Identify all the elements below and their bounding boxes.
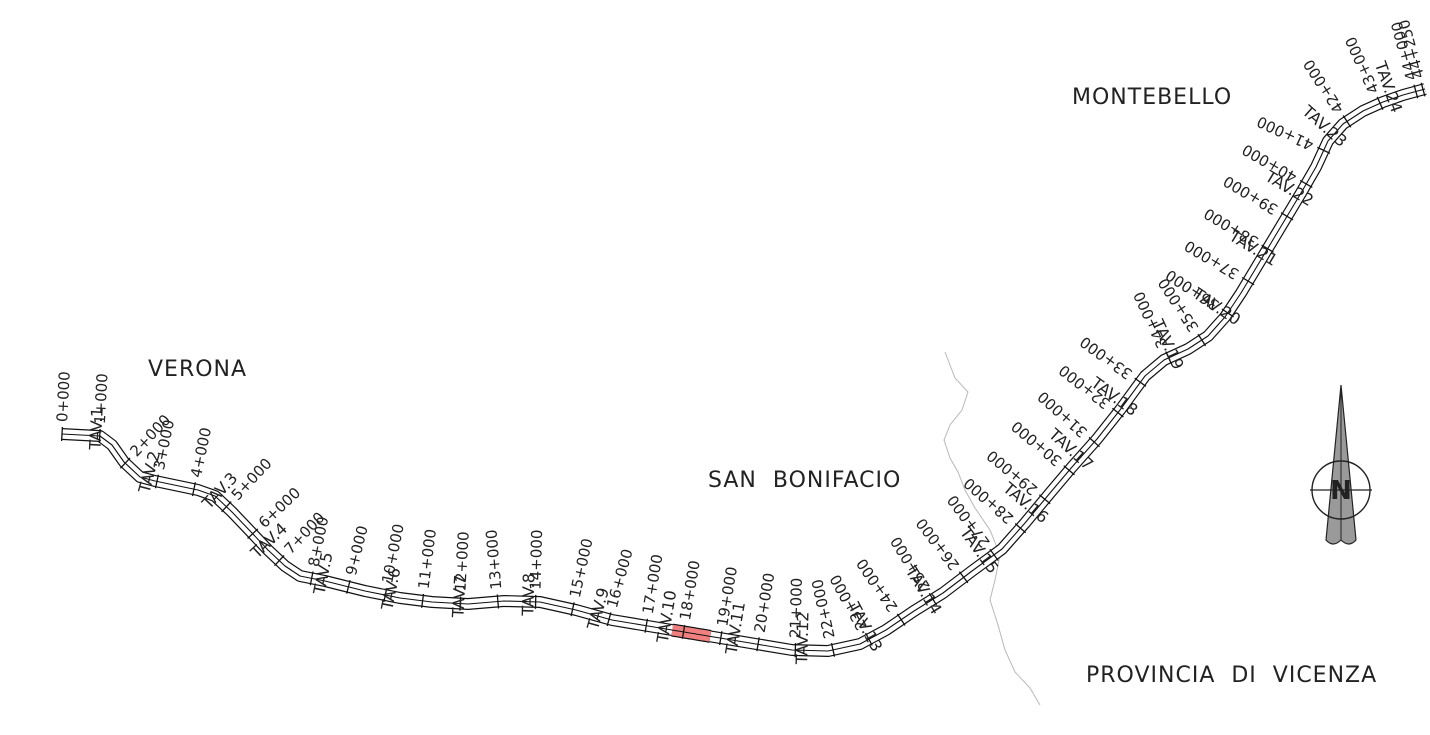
chainage-tick: [154, 474, 160, 489]
north-label: N: [1330, 476, 1352, 506]
chainage-label: 4+000: [187, 426, 215, 479]
chainage-tick: [346, 579, 351, 594]
sheet-label[interactable]: TAV.12: [792, 611, 812, 665]
chainage-label: 13+000: [482, 529, 505, 591]
chainage-tick: [1134, 377, 1147, 387]
chainage-tick: [1111, 407, 1124, 418]
chainage-tick: [1221, 308, 1234, 318]
chainage-label: 11+000: [415, 528, 440, 590]
chainage-tick: [718, 631, 723, 646]
chainage-tick: [1413, 84, 1419, 99]
chainage-tick: [496, 594, 500, 609]
chainage-tick: [1342, 115, 1352, 128]
province-border: [943, 351, 1041, 706]
chainage-tick: [421, 593, 425, 608]
chainage-label: 20+000: [751, 571, 779, 633]
chainage-tick: [928, 592, 938, 606]
chainage-tick: [191, 482, 197, 497]
chainage-tick: [896, 613, 906, 626]
chainage-tick: [1038, 494, 1051, 505]
highlight-centerline: [672, 629, 711, 637]
chainage-tick: [989, 548, 999, 561]
route-outline: [61, 83, 1427, 657]
chainage-label: 14+000: [527, 529, 547, 590]
chainage-tick: [1088, 436, 1100, 448]
chainage-tick: [274, 555, 285, 567]
highlighted-section[interactable]: [667, 623, 715, 643]
chainage-label: 9+000: [342, 524, 372, 578]
chainage-label: 12+000: [451, 531, 472, 592]
place-montebello: MONTEBELLO: [1072, 85, 1232, 110]
place-provincia-vicenza: PROVINCIA DI VICENZA: [1086, 663, 1377, 688]
chainage-tick: [221, 501, 232, 513]
sheet-label[interactable]: TAV.9: [583, 586, 613, 633]
chainage-label: 15+000: [566, 537, 597, 600]
chainage-label: 1+000: [91, 373, 112, 425]
chainage-tick: [459, 596, 462, 611]
chainage-tick: [756, 637, 760, 652]
chainage-tick: [1165, 351, 1173, 365]
chainage-ticks: [60, 82, 1426, 658]
chainage-tick: [1376, 96, 1384, 110]
sheet-label[interactable]: TAV.7: [448, 574, 469, 619]
chainage-tick: [1420, 82, 1426, 97]
chainage-tick: [1261, 244, 1274, 253]
chainage-tick: [1317, 146, 1331, 154]
sheet-label[interactable]: TAV.1: [85, 407, 106, 452]
chainage-tick: [60, 426, 64, 442]
chainage-tick: [1063, 465, 1075, 476]
chainage-tick: [865, 632, 873, 646]
chainage-label: 18+000: [676, 559, 704, 621]
sheet-label[interactable]: TAV.8: [518, 573, 538, 617]
chainage-tick: [644, 618, 649, 633]
chainage-tick: [606, 612, 612, 627]
route-fill: [61, 84, 1427, 656]
chainage-tick: [119, 457, 131, 469]
place-san-bonifacio: SAN BONIFACIO: [708, 468, 901, 493]
north-arrow-icon: N: [1310, 384, 1372, 545]
chainage-tick: [570, 602, 575, 617]
chainage-label: 21+000: [786, 578, 806, 639]
chainage-tick: [1014, 523, 1027, 534]
chainage-tick: [309, 571, 314, 586]
chainage-tick: [681, 624, 686, 639]
chainage-tick: [1299, 179, 1313, 188]
chainage-tick: [1197, 333, 1207, 347]
chainage-tick: [98, 428, 101, 444]
motorway-route: [61, 83, 1427, 657]
chainage-label: 0+000: [53, 371, 74, 423]
route-centerline: [61, 88, 1426, 652]
chainage-tick: [383, 588, 388, 603]
chainage-tick: [247, 528, 259, 539]
chainage-tick: [830, 642, 836, 657]
place-verona: VERONA: [148, 357, 247, 382]
chainage-tick: [1241, 276, 1255, 286]
chainage-tick: [1280, 212, 1294, 221]
chainage-tick: [958, 571, 969, 584]
chainage-label: 33+000: [1076, 333, 1135, 383]
